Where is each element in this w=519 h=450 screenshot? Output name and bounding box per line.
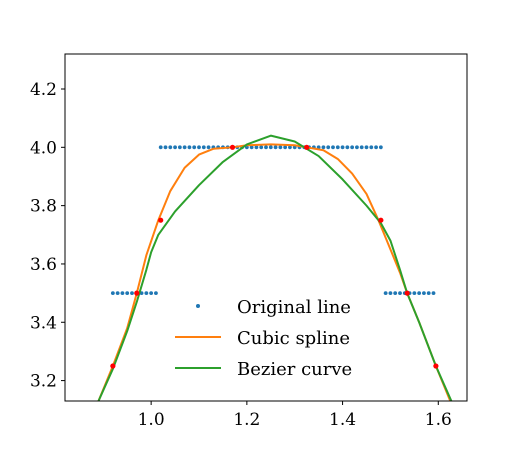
data-point-original-line-7 <box>144 291 149 296</box>
data-point-original-line-9 <box>154 291 158 296</box>
data-point-original-line-60 <box>398 291 402 296</box>
data-point-original-line-8 <box>149 291 154 296</box>
data-point-original-line-11 <box>163 145 168 150</box>
data-point-original-line-4 <box>130 291 134 296</box>
x-tick-label-1: 1.2 <box>233 410 260 430</box>
data-point-original-line-52 <box>359 145 364 150</box>
control-point-control-points-1 <box>134 290 140 296</box>
data-point-original-line-57 <box>383 291 388 296</box>
data-point-original-line-34 <box>273 145 278 150</box>
y-tick-label-1: 3.4 <box>30 313 57 333</box>
control-point-control-points-4 <box>304 144 310 150</box>
data-point-original-line-46 <box>331 145 335 150</box>
legend-entry-bezier-curve: Bezier curve <box>175 359 352 380</box>
y-tick-label-0: 3.2 <box>30 372 57 392</box>
plot-area <box>97 134 453 401</box>
data-point-original-line-47 <box>335 145 340 150</box>
control-point-control-points-2 <box>158 217 164 223</box>
data-point-original-line-32 <box>264 145 268 150</box>
data-point-original-line-31 <box>259 145 264 150</box>
data-point-original-line-18 <box>197 145 201 150</box>
data-point-original-line-64 <box>417 291 422 296</box>
data-point-original-line-0 <box>110 291 115 296</box>
y-tick-label-5: 4.2 <box>30 80 57 100</box>
legend-entry-cubic-spline: Cubic spline <box>175 328 350 349</box>
data-point-original-line-29 <box>249 145 254 150</box>
y-tick-label-2: 3.6 <box>30 255 57 275</box>
data-point-original-line-54 <box>369 145 374 150</box>
legend-entry-original-line: Original line <box>196 297 351 318</box>
series-line-cubic-spline <box>97 143 452 401</box>
y-tick-label-4: 4.0 <box>30 138 57 158</box>
data-point-original-line-55 <box>374 145 378 150</box>
data-point-original-line-66 <box>426 291 431 296</box>
series-line-bezier-curve <box>97 134 453 401</box>
data-point-original-line-44 <box>321 145 326 150</box>
control-point-control-points-7 <box>433 363 439 369</box>
y-tick-label-3: 3.8 <box>30 197 57 217</box>
data-point-original-line-15 <box>182 145 187 150</box>
data-point-original-line-65 <box>422 291 426 296</box>
data-point-original-line-12 <box>168 145 173 150</box>
data-point-original-line-67 <box>431 291 436 296</box>
plot-frame <box>64 53 468 402</box>
data-point-original-line-49 <box>345 145 350 150</box>
x-tick-label-3: 1.6 <box>425 410 452 430</box>
data-point-original-line-20 <box>206 145 211 150</box>
legend-marker-original-line <box>196 304 200 308</box>
data-point-original-line-58 <box>388 291 393 296</box>
data-point-original-line-63 <box>412 291 417 296</box>
data-point-original-line-35 <box>278 145 283 150</box>
data-point-original-line-10 <box>158 145 163 150</box>
axes: 1.0 1.2 1.4 1.6 3.2 3.4 3.6 3.8 4.0 4.2 <box>30 80 452 430</box>
x-tick-label-2: 1.4 <box>329 410 356 430</box>
data-point-original-line-56 <box>378 145 383 150</box>
legend-label-cubic-spline: Cubic spline <box>237 328 350 349</box>
data-point-original-line-51 <box>355 145 359 150</box>
legend-label-bezier-curve: Bezier curve <box>237 359 352 380</box>
data-point-original-line-50 <box>350 145 355 150</box>
data-point-original-line-3 <box>125 291 130 296</box>
legend-label-original-line: Original line <box>237 297 351 318</box>
control-point-control-points-6 <box>404 290 410 296</box>
data-point-original-line-48 <box>340 145 345 150</box>
data-point-original-line-45 <box>326 145 331 150</box>
data-point-original-line-59 <box>393 291 398 296</box>
legend: Original line Cubic spline Bezier curve <box>175 297 352 380</box>
control-point-control-points-0 <box>110 363 116 369</box>
data-point-original-line-13 <box>173 145 177 150</box>
data-point-original-line-17 <box>192 145 197 150</box>
data-point-original-line-53 <box>364 145 369 150</box>
data-point-original-line-14 <box>177 145 182 150</box>
data-point-original-line-16 <box>187 145 192 150</box>
x-tick-label-0: 1.0 <box>138 410 165 430</box>
data-point-original-line-19 <box>201 145 206 150</box>
data-point-original-line-36 <box>283 145 288 150</box>
data-point-original-line-1 <box>115 291 120 296</box>
data-point-original-line-30 <box>254 145 259 150</box>
data-point-original-line-37 <box>288 145 292 150</box>
control-point-control-points-3 <box>229 144 236 150</box>
control-point-control-points-5 <box>378 217 384 223</box>
data-point-original-line-2 <box>120 291 125 296</box>
data-point-original-line-33 <box>268 145 273 150</box>
